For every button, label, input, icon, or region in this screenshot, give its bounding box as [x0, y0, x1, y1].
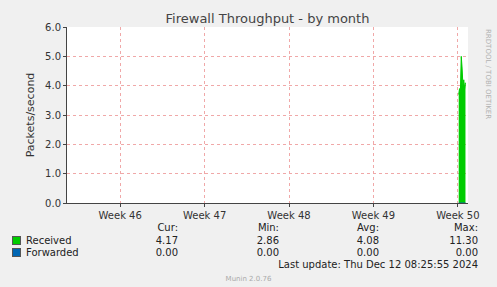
html-text:4.17: 4.17	[155, 235, 178, 246]
html-text:Last update: Thu Dec 12 08:25:: Last update: Thu Dec 12 08:25:55 2024	[278, 259, 478, 270]
svg-text:1.0: 1.0	[45, 168, 61, 179]
html-text:Max:: Max:	[454, 222, 478, 233]
svg-text:5.0: 5.0	[45, 51, 61, 62]
html-text:Cur:: Cur:	[157, 222, 178, 233]
html-text:Forwarded: Forwarded	[26, 247, 79, 258]
html-text:Min:: Min:	[257, 222, 279, 233]
html-text:0.00: 0.00	[155, 247, 178, 258]
svg-text:6.0: 6.0	[45, 22, 61, 33]
html-text:2.86: 2.86	[256, 235, 279, 246]
html-text:11.30: 11.30	[449, 235, 478, 246]
svg-text:Week 46: Week 46	[99, 210, 142, 221]
html-text:0.00: 0.00	[356, 247, 379, 258]
svg-text:4.0: 4.0	[45, 80, 61, 91]
svg-text:Week 50: Week 50	[436, 210, 479, 221]
svg-text:Week 47: Week 47	[183, 210, 226, 221]
svg-text:Week 48: Week 48	[267, 210, 310, 221]
html-text:Received: Received	[26, 235, 72, 246]
html-text:Avg:: Avg:	[357, 222, 379, 233]
html-text:0.00: 0.00	[256, 247, 279, 258]
svg-text:Firewall Throughput - by month: Firewall Throughput - by month	[166, 11, 370, 26]
svg-text:2.0: 2.0	[45, 139, 61, 150]
svg-text:Packets/second: Packets/second	[24, 73, 37, 158]
svg-text:Week 49: Week 49	[352, 210, 395, 221]
html-text:0.00: 0.00	[455, 247, 478, 258]
svg-text:RRDTOOL / TOBI OETIKER: RRDTOOL / TOBI OETIKER	[484, 29, 492, 119]
html-text:Munin 2.0.76: Munin 2.0.76	[225, 275, 272, 283]
svg-text:0.0: 0.0	[45, 198, 61, 209]
html-text:4.08: 4.08	[356, 235, 379, 246]
svg-text:3.0: 3.0	[45, 110, 61, 121]
